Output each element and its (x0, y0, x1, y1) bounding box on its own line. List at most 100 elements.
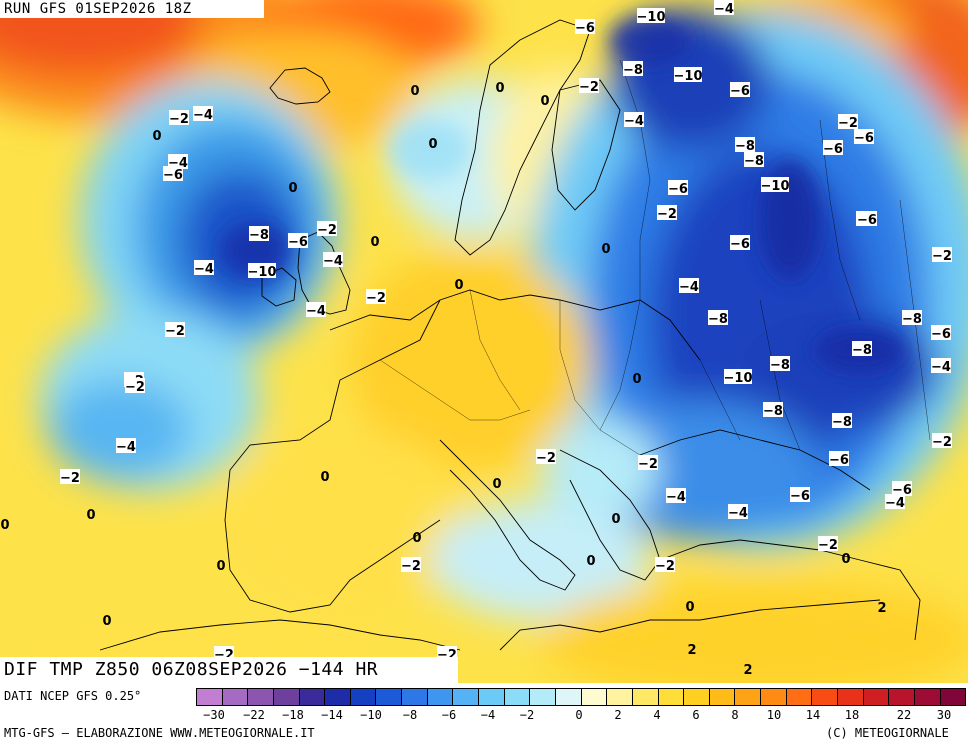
scale-swatch (607, 689, 633, 705)
svg-text:−8: −8 (763, 404, 783, 419)
contour-label: −4 (714, 0, 734, 17)
contour-label: −8 (770, 356, 790, 373)
svg-text:−8: −8 (735, 139, 755, 154)
contour-label: −4 (728, 504, 748, 521)
svg-text:−6: −6 (892, 483, 912, 498)
contour-label: −10 (248, 263, 276, 280)
scale-swatch (197, 689, 223, 705)
scale-tick-label: −2 (519, 708, 535, 722)
contour-label: −6 (854, 129, 874, 146)
contour-label: −6 (730, 82, 750, 99)
svg-text:−8: −8 (249, 228, 269, 243)
contour-label: 0 (102, 614, 111, 629)
scale-swatch (658, 689, 685, 705)
contour-label: −4 (679, 278, 699, 295)
svg-text:0: 0 (0, 518, 9, 533)
svg-text:0: 0 (410, 84, 419, 99)
svg-text:−6: −6 (857, 213, 877, 228)
scale-tick-label: −14 (321, 708, 343, 722)
contour-label: −8 (708, 310, 728, 327)
contour-label: −4 (306, 302, 326, 319)
svg-text:0: 0 (492, 477, 501, 492)
borders (379, 59, 931, 456)
contour-label: 0 (611, 512, 620, 527)
svg-text:−6: −6 (931, 327, 951, 342)
svg-text:−8: −8 (623, 63, 643, 78)
contour-label: −2 (165, 322, 185, 339)
svg-text:−2: −2 (838, 116, 858, 131)
contour-label: 0 (410, 84, 419, 99)
contour-label: −4 (931, 358, 951, 375)
svg-text:−2: −2 (655, 559, 675, 574)
contour-label: 0 (685, 600, 694, 615)
svg-text:−2: −2 (317, 223, 337, 238)
contour-label: −6 (163, 166, 183, 183)
svg-text:0: 0 (611, 512, 620, 527)
svg-text:−10: −10 (724, 371, 753, 386)
svg-text:−6: −6 (823, 142, 843, 157)
scale-tick-label: −22 (243, 708, 265, 722)
contour-label: −2 (125, 378, 145, 395)
contour-label: −10 (674, 67, 702, 84)
scale-swatch (735, 689, 762, 705)
svg-text:−6: −6 (575, 21, 595, 36)
contour-label: −6 (892, 481, 912, 498)
contour-label: 0 (601, 242, 610, 257)
svg-text:2: 2 (687, 643, 696, 658)
scale-swatch (299, 689, 326, 705)
svg-text:−2: −2 (657, 207, 677, 222)
svg-text:−4: −4 (306, 304, 326, 319)
contour-label: −2 (366, 289, 386, 306)
scale-swatch (940, 689, 966, 705)
svg-text:−4: −4 (666, 490, 686, 505)
contour-label: −10 (724, 369, 753, 386)
contour-label: −6 (829, 451, 849, 468)
svg-text:−6: −6 (854, 131, 874, 146)
svg-text:2: 2 (877, 601, 886, 616)
contour-label: −2 (657, 205, 677, 222)
contour-label: −10 (637, 8, 666, 25)
scale-tick-label: 4 (653, 708, 661, 722)
scale-tick-label: 10 (766, 708, 782, 722)
scale-swatch (248, 689, 274, 705)
scale-swatch (914, 689, 941, 705)
scale-tick-label: 30 (936, 708, 952, 722)
contour-label: −4 (666, 488, 686, 505)
contour-label: 0 (492, 477, 501, 492)
scale-tick-label: 22 (896, 708, 912, 722)
contour-label: −4 (116, 438, 136, 455)
scale-tick-label: −10 (360, 708, 382, 722)
contour-label: −2 (536, 449, 556, 466)
svg-text:−2: −2 (165, 324, 185, 339)
scale-tick-label: 18 (844, 708, 860, 722)
scale-swatch (863, 689, 890, 705)
contour-label: −8 (852, 341, 872, 358)
svg-text:0: 0 (632, 372, 641, 387)
scale-swatch (350, 689, 377, 705)
color-scale-ticks: −30 −22 −18 −14 −10 −8 −6 −4 −2 0 2 4 6 8 10 14 18 22 30 (196, 708, 966, 724)
scale-tick-label: 2 (614, 708, 622, 722)
svg-text:−10: −10 (637, 10, 666, 25)
contour-label: −4 (194, 260, 214, 277)
svg-text:−4: −4 (624, 114, 644, 129)
svg-text:−6: −6 (288, 235, 308, 250)
svg-text:−2: −2 (818, 538, 838, 553)
contour-label: 0 (412, 531, 421, 546)
color-scale-bar (196, 688, 966, 706)
contour-label: −6 (790, 487, 810, 504)
svg-text:0: 0 (370, 235, 379, 250)
contour-label: −8 (735, 137, 755, 154)
scale-tick-label: −6 (441, 708, 457, 722)
contour-label: −8 (902, 310, 922, 327)
svg-text:−2: −2 (579, 80, 599, 95)
svg-text:−4: −4 (194, 262, 214, 277)
svg-text:−4: −4 (885, 496, 905, 511)
contour-label: −10 (761, 177, 789, 194)
scale-swatch (581, 689, 608, 705)
contour-label: 0 (320, 470, 329, 485)
contour-label: 0 (0, 518, 9, 533)
svg-text:−2: −2 (932, 249, 952, 264)
contour-label: 0 (288, 181, 297, 196)
svg-text:−4: −4 (931, 360, 951, 375)
